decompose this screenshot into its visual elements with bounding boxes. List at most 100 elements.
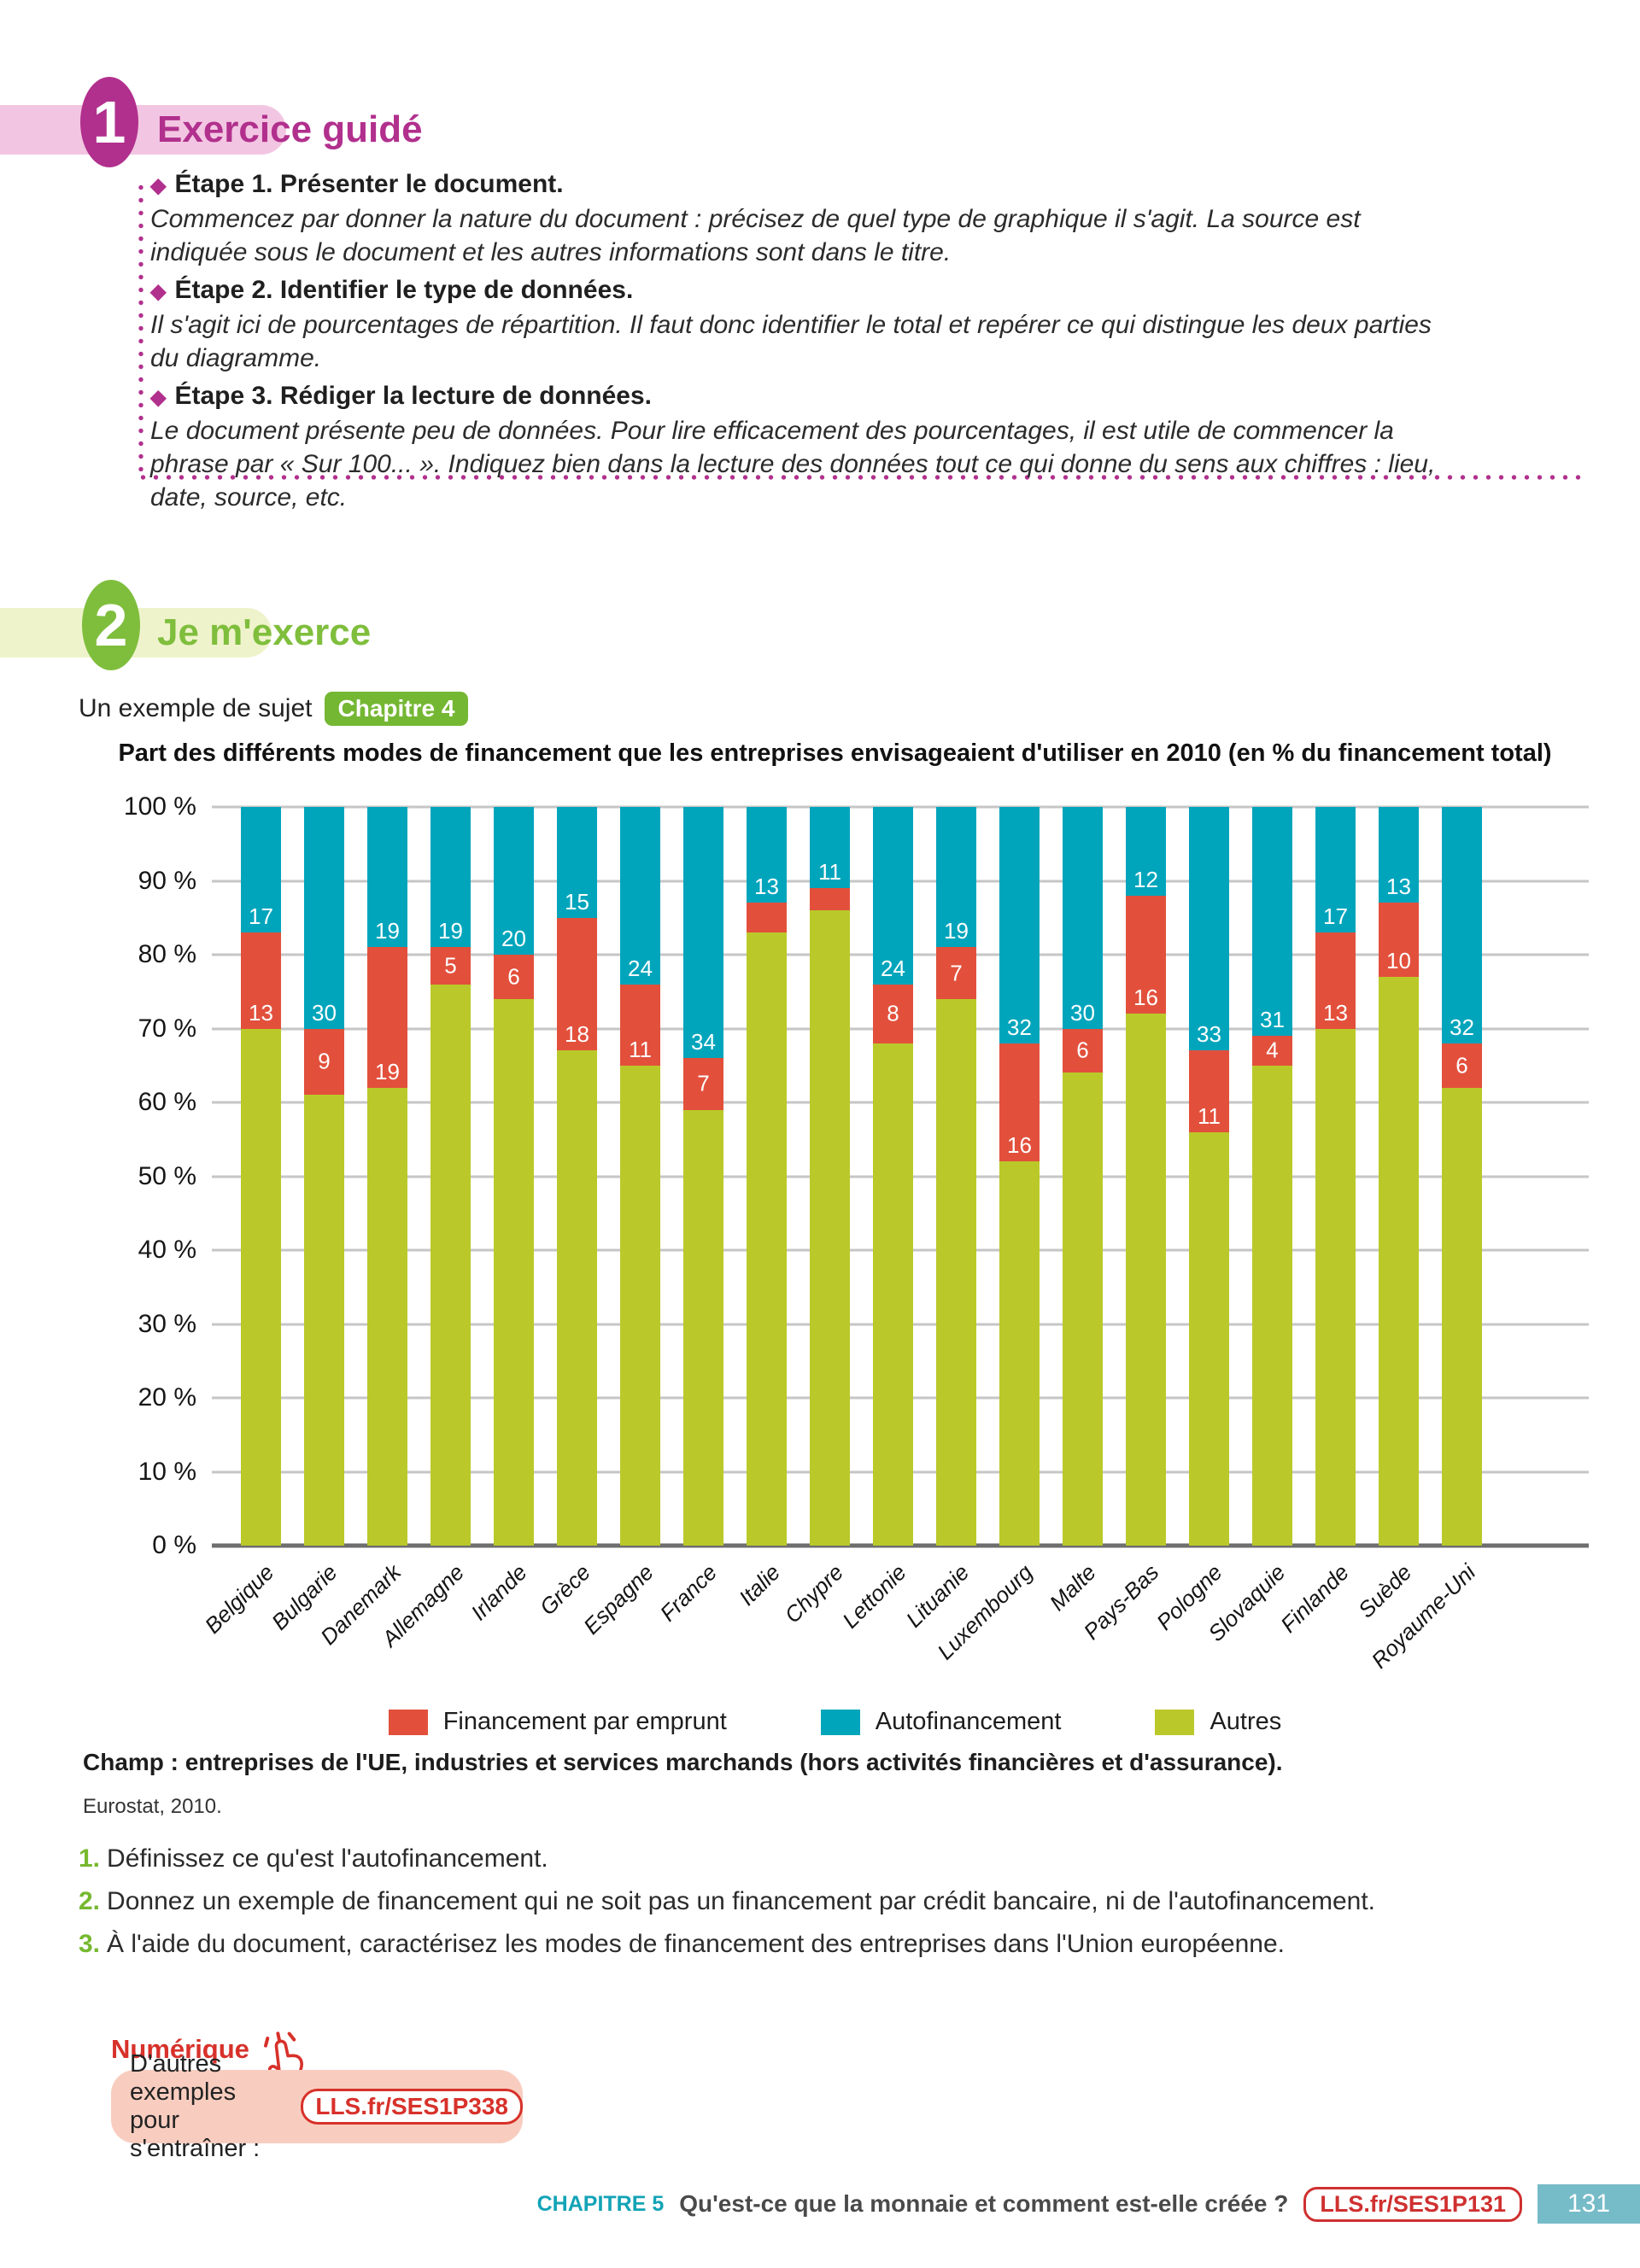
numerique-title: Numérique — [111, 2034, 249, 2064]
bar-value-label: 8 — [887, 1000, 899, 1026]
bar-segment-Autofinancement: 15 — [557, 807, 597, 918]
bar-segment-Financement par emprunt: 6 — [1063, 1028, 1103, 1073]
bar-segment-Autres — [747, 932, 787, 1546]
bars-container: 17 13 Belgique 30 9 Bulgarie 19 19 Danemark 19 5 Al… — [200, 807, 1482, 1674]
bar-France: 34 7 France — [654, 807, 723, 1626]
bar-segment-Financement par emprunt — [747, 903, 787, 933]
bar-Italie: 13 Italie — [734, 807, 787, 1610]
y-axis-tick-label: 100 % — [123, 792, 196, 821]
guided-steps: ◆ Étape 1. Présenter le document. Commenc… — [150, 167, 1440, 518]
page-number: 131 — [1538, 2184, 1640, 2224]
bar-segment-Financement par emprunt: 11 — [1189, 1050, 1229, 1132]
subject-label: Un exemple de sujet — [79, 694, 313, 722]
y-axis-tick-label: 20 % — [138, 1383, 196, 1412]
bar-value-label: 19 — [944, 918, 969, 944]
numerique-box: D'autres exemples pour s'entraîner : LLS… — [111, 2050, 523, 2162]
bar-value-label: 6 — [1456, 1052, 1468, 1078]
bar-value-label: 19 — [375, 1058, 400, 1084]
bar-value-label: 24 — [881, 955, 905, 981]
y-axis-tick-label: 40 % — [138, 1236, 196, 1264]
bar-Pologne: 33 11 Pologne — [1151, 807, 1229, 1635]
question-3-text: À l'aide du document, caractérisez les m… — [107, 1930, 1285, 1958]
step-2: ◆ Étape 2. Identifier le type de données.… — [150, 273, 1440, 375]
bar-Royaume-Uni: 32 6 Royaume-Uni — [1366, 807, 1482, 1674]
legend-swatch-emprunt — [388, 1709, 428, 1735]
bar-segment-Financement par emprunt: 18 — [557, 917, 597, 1051]
x-axis-label: Irlande — [466, 1559, 532, 1626]
bar-Danemark: 19 19 Danemark — [315, 807, 407, 1650]
legend-swatch-autofinancement — [820, 1709, 860, 1735]
bar-value-label: 32 — [1450, 1014, 1474, 1040]
bar-segment-Financement par emprunt: 16 — [1126, 895, 1166, 1014]
bar-Belgique: 17 13 Belgique — [200, 807, 281, 1639]
bar-Espagne: 24 11 Espagne — [578, 807, 660, 1640]
numerique-link[interactable]: LLS.fr/SES1P338 — [301, 2089, 523, 2125]
x-axis-label: Italie — [733, 1559, 785, 1611]
chart-scope-caption: Champ : entreprises de l'UE, industries … — [83, 1749, 1283, 1775]
bar-Malte: 30 6 Malte — [1045, 807, 1103, 1616]
bar-value-label: 16 — [1133, 985, 1158, 1011]
bar-segment-Autres — [557, 1050, 597, 1546]
section1-title: Exercice guidé — [157, 108, 423, 150]
bar-Lettonie: 24 8 Lettonie — [837, 807, 913, 1634]
bar-segment-Financement par emprunt: 13 — [241, 932, 281, 1029]
bar-segment-Autofinancement: 30 — [304, 807, 344, 1029]
question-2-text: Donnez un exemple de financement qui ne … — [107, 1887, 1376, 1915]
bar-value-label: 4 — [1266, 1037, 1279, 1063]
step-2-body: Il s'agit ici de pourcentages de réparti… — [150, 311, 1432, 372]
bar-segment-Autofinancement: 12 — [1126, 807, 1166, 896]
legend-label-autofinancement: Autofinancement — [875, 1708, 1062, 1735]
section1-number-circle: 1 — [80, 77, 138, 167]
bar-value-label: 13 — [1323, 999, 1348, 1026]
bar-segment-Autofinancement: 11 — [810, 807, 850, 889]
step-1-heading: Étape 1. Présenter le document. — [174, 170, 564, 198]
bar-value-label: 19 — [375, 918, 400, 944]
bar-value-label: 13 — [1386, 874, 1411, 900]
legend-item-autres: Autres — [1155, 1708, 1281, 1736]
y-axis-tick-label: 60 % — [138, 1088, 196, 1116]
bar-Suède: 13 10 Suède — [1353, 807, 1419, 1622]
bar-Bulgarie: 30 9 Bulgarie — [266, 807, 344, 1635]
question-3: 3. À l'aide du document, caractérisez les… — [79, 1930, 1582, 1959]
y-axis-tick-label: 90 % — [138, 866, 196, 895]
chapter-badge[interactable]: Chapitre 4 — [324, 692, 469, 726]
bar-value-label: 20 — [501, 926, 526, 952]
question-1-number: 1. — [79, 1844, 101, 1873]
bar-segment-Autofinancement: 32 — [999, 807, 1040, 1043]
bar-segment-Autofinancement: 19 — [367, 807, 407, 948]
x-axis-label: Chypre — [779, 1559, 848, 1628]
section1-number: 1 — [92, 89, 126, 155]
bar-segment-Financement par emprunt: 10 — [1379, 903, 1419, 977]
bar-segment-Autres — [1126, 1014, 1166, 1546]
bar-value-label: 11 — [818, 859, 841, 886]
bar-value-label: 7 — [950, 960, 963, 986]
bar-Allemagne: 19 5 Allemagne — [377, 807, 471, 1651]
bar-value-label: 11 — [629, 1036, 652, 1062]
section2-number: 2 — [94, 592, 128, 658]
section2-title: Je m'exerce — [157, 611, 372, 653]
bar-segment-Financement par emprunt: 6 — [494, 955, 534, 999]
bar-segment-Financement par emprunt: 7 — [936, 947, 976, 999]
bar-segment-Autres — [1252, 1065, 1292, 1546]
x-axis-label: Espagne — [577, 1559, 659, 1640]
bar-value-label: 13 — [754, 874, 779, 900]
bar-segment-Autres — [241, 1028, 281, 1546]
bar-segment-Autres — [1379, 976, 1419, 1546]
diamond-bullet-icon: ◆ — [150, 174, 167, 197]
bar-value-label: 19 — [438, 918, 463, 944]
subject-line: Un exemple de sujet Chapitre 4 — [79, 692, 469, 726]
question-1: 1. Définissez ce qu'est l'autofinancement… — [79, 1844, 1582, 1873]
bar-value-label: 9 — [318, 1048, 331, 1074]
bar-Luxembourg: 32 16 Luxembourg — [932, 807, 1040, 1664]
bar-segment-Financement par emprunt: 8 — [873, 984, 913, 1043]
bar-segment-Financement par emprunt: 9 — [304, 1028, 344, 1096]
bar-segment-Autofinancement: 19 — [936, 807, 976, 948]
bar-value-label: 32 — [1007, 1014, 1032, 1040]
bar-segment-Financement par emprunt: 7 — [683, 1058, 723, 1110]
section1-band — [0, 105, 286, 155]
x-axis-label: Belgique — [199, 1559, 279, 1639]
bar-segment-Autres — [430, 984, 471, 1546]
footer-link[interactable]: LLS.fr/SES1P131 — [1303, 2186, 1522, 2222]
bar-value-label: 30 — [312, 999, 337, 1026]
